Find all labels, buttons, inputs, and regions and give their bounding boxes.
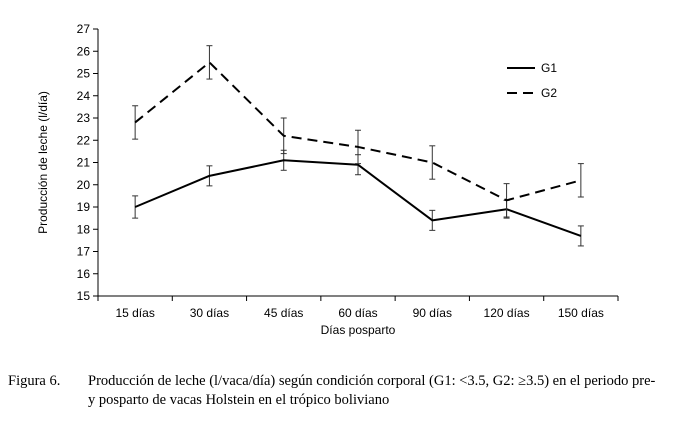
x-tick-label: 60 días [338, 306, 377, 320]
y-tick-label: 16 [77, 267, 91, 281]
y-tick-label: 19 [77, 200, 91, 214]
y-tick-label: 15 [77, 289, 91, 303]
x-axis-title: Días posparto [321, 323, 396, 337]
legend-item: G2 [507, 86, 557, 100]
legend-label: G2 [541, 86, 557, 100]
error-bar [577, 163, 584, 198]
legend-item: G1 [507, 61, 557, 75]
x-tick-label: 45 días [264, 306, 303, 320]
caption-label: Figura 6. [8, 373, 61, 389]
y-axis-ticks: 15 16 17 18 19 20 21 22 23 24 25 26 27 [77, 22, 98, 303]
y-tick-label: 17 [77, 245, 91, 259]
legend: G1 G2 [507, 61, 557, 100]
y-tick-label: 20 [77, 178, 91, 192]
y-tick-label: 18 [77, 222, 91, 236]
y-axis-title: Producción de leche (l/día) [36, 91, 50, 234]
figure-caption: Figura 6. Producción de leche (l/vaca/día… [8, 372, 668, 410]
series-G2 [132, 45, 584, 218]
legend-label: G1 [541, 61, 557, 75]
caption-text: Producción de leche (l/vaca/día) según c… [88, 373, 656, 408]
y-tick-label: 23 [77, 111, 91, 125]
series-layer [132, 45, 584, 247]
error-bar [206, 45, 213, 80]
error-bar [429, 145, 436, 180]
x-tick-label: 90 días [413, 306, 452, 320]
y-tick-label: 25 [77, 67, 91, 81]
x-tick-label: 30 días [190, 306, 229, 320]
line-chart: 15 16 17 18 19 20 21 22 23 24 25 26 27 15 días 30 día… [36, 22, 619, 337]
x-tick-label: 150 días [558, 306, 604, 320]
y-tick-label: 21 [77, 156, 91, 170]
x-axis-ticks: 15 días 30 días 45 días 60 días 90 días 120 d… [97, 296, 619, 320]
series-line [134, 61, 582, 202]
x-tick-label: 15 días [115, 306, 154, 320]
x-tick-label: 120 días [484, 306, 530, 320]
y-tick-label: 22 [77, 133, 91, 147]
y-tick-label: 27 [77, 22, 91, 36]
series-G1 [132, 149, 584, 247]
y-tick-label: 24 [77, 89, 91, 103]
y-tick-label: 26 [77, 44, 91, 58]
